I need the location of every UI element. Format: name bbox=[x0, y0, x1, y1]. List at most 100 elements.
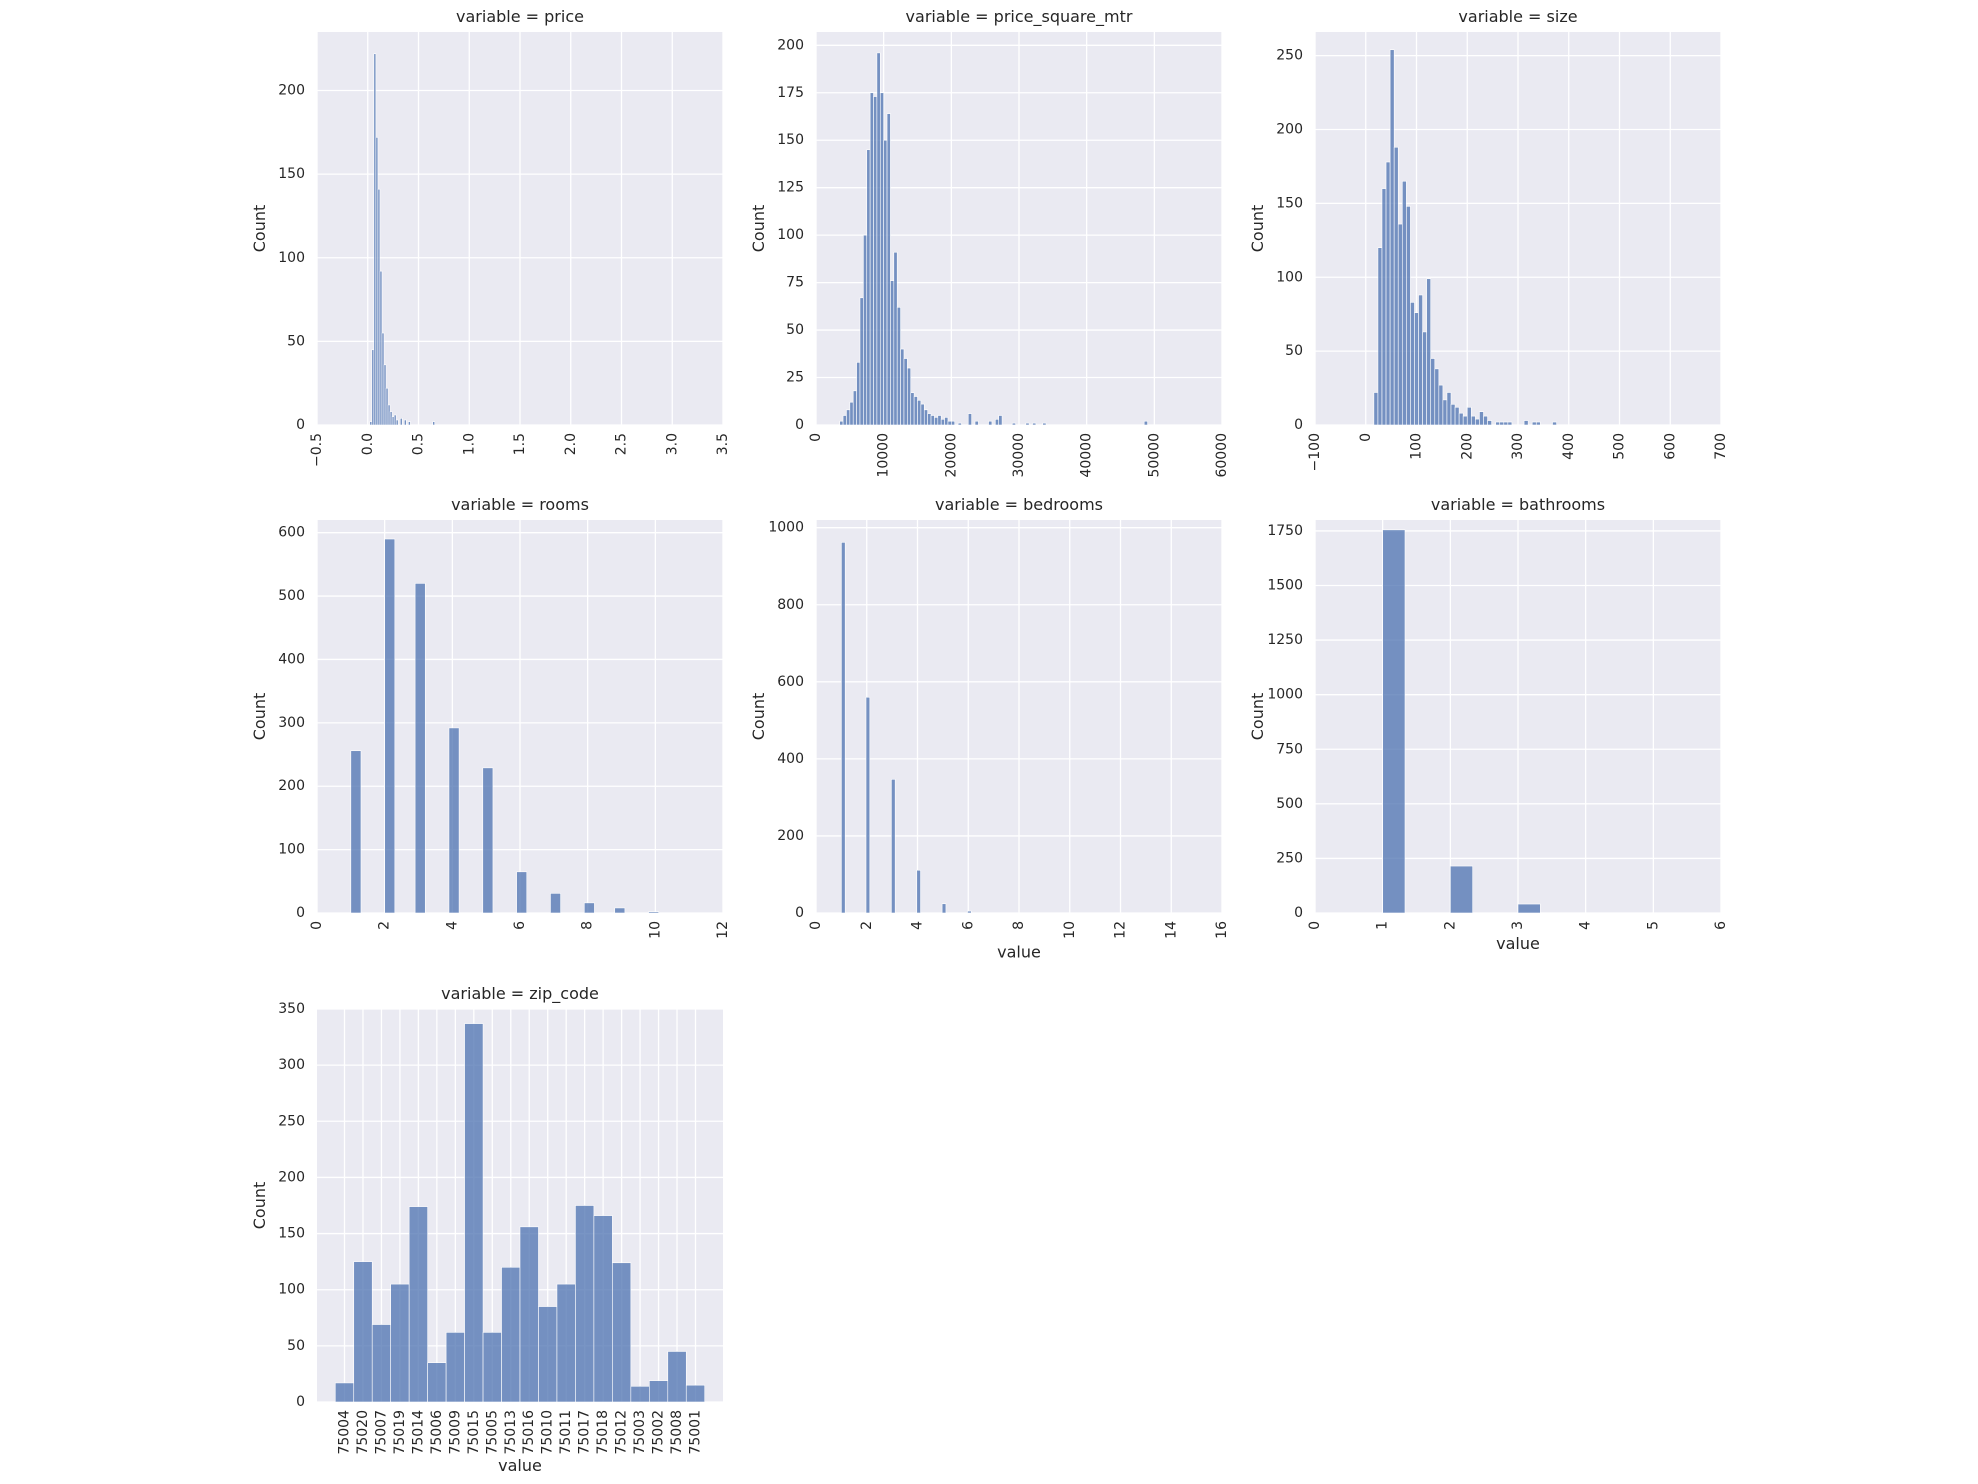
histogram-bar bbox=[408, 1206, 428, 1403]
histogram-bar bbox=[1517, 903, 1541, 914]
histogram-bar bbox=[427, 1362, 447, 1403]
y-tick-label: 800 bbox=[777, 597, 804, 613]
histogram-bar bbox=[910, 392, 915, 426]
y-tick-label: 300 bbox=[278, 1057, 305, 1073]
histogram-bar bbox=[967, 910, 972, 914]
histogram-bar bbox=[391, 416, 395, 426]
histogram-bar bbox=[1499, 421, 1505, 426]
histogram-bar bbox=[1475, 418, 1480, 426]
histogram-bar bbox=[1438, 384, 1444, 426]
x-tick-label: 400 bbox=[1561, 433, 1577, 460]
histogram-bar bbox=[903, 358, 908, 426]
y-tick-label: 150 bbox=[278, 1226, 305, 1242]
y-tick-label: 50 bbox=[287, 333, 305, 349]
y-tick-label: 0 bbox=[296, 417, 305, 433]
histogram-bar bbox=[883, 139, 888, 426]
y-tick-label: 200 bbox=[777, 37, 804, 53]
histogram-bar bbox=[876, 52, 881, 426]
y-tick-label: 100 bbox=[777, 227, 804, 243]
y-tick-label: 600 bbox=[777, 674, 804, 690]
y-tick-label: 1000 bbox=[768, 520, 804, 536]
x-tick-label: 20000 bbox=[943, 433, 959, 478]
histogram-bar bbox=[614, 907, 626, 914]
y-tick-label: 200 bbox=[1276, 122, 1303, 138]
x-tick-label: 40000 bbox=[1079, 433, 1095, 478]
y-axis-label: Count bbox=[749, 693, 768, 741]
x-tick-label: 4 bbox=[1578, 921, 1594, 930]
y-tick-label: 0 bbox=[296, 1394, 305, 1410]
y-tick-label: 200 bbox=[777, 828, 804, 844]
histogram-bar bbox=[1479, 411, 1484, 426]
x-tick-label: 700 bbox=[1713, 433, 1729, 460]
y-tick-label: 125 bbox=[777, 180, 804, 196]
histogram-bar bbox=[649, 1380, 669, 1403]
histogram-bar bbox=[995, 419, 999, 426]
chart-panel: 0 10000 20000 30000 40000 50000 60000 0 25 50 75 10… bbox=[749, 7, 1230, 478]
y-tick-label: 250 bbox=[1276, 850, 1303, 866]
x-axis-label: value bbox=[498, 1456, 542, 1475]
x-tick-label: 50000 bbox=[1146, 433, 1162, 478]
histogram-bar bbox=[1406, 206, 1411, 426]
x-tick-label: 2 bbox=[1442, 921, 1458, 930]
x-tick-label: 3.5 bbox=[715, 433, 731, 455]
x-tick-label: 300 bbox=[1510, 433, 1526, 460]
histogram-bar bbox=[859, 297, 864, 426]
histogram-bar bbox=[445, 1332, 465, 1403]
x-tick-label: 75017 bbox=[577, 1410, 593, 1455]
x-tick-label: 16 bbox=[1214, 921, 1230, 939]
y-axis-label: Count bbox=[1248, 693, 1267, 741]
histogram-bar bbox=[941, 903, 947, 914]
x-tick-label: 2 bbox=[859, 921, 875, 930]
histogram-bar bbox=[1430, 358, 1436, 426]
panel-title: variable = zip_code bbox=[441, 984, 599, 1004]
histogram-bar bbox=[1414, 312, 1419, 426]
x-tick-label: 75010 bbox=[540, 1410, 556, 1455]
histogram-bar bbox=[381, 332, 385, 426]
panel-title: variable = price bbox=[456, 7, 584, 26]
x-tick-label: 4 bbox=[910, 921, 926, 930]
histogram-bar bbox=[556, 1283, 576, 1403]
y-tick-label: 200 bbox=[278, 1169, 305, 1185]
y-tick-label: 250 bbox=[278, 1113, 305, 1129]
x-tick-label: 0.5 bbox=[411, 433, 427, 455]
histogram-bar bbox=[937, 415, 942, 426]
chart-panel: 0 2 4 6 8 10 12 14 16 0 200 400 600 800 1000 variable =… bbox=[749, 495, 1230, 961]
histogram-bar bbox=[1450, 404, 1456, 426]
histogram-bar bbox=[1483, 415, 1488, 426]
histogram-bar bbox=[1011, 422, 1016, 426]
histogram-bar bbox=[920, 403, 925, 426]
histogram-bar bbox=[846, 409, 851, 426]
y-tick-label: 1750 bbox=[1267, 523, 1303, 539]
panel-title: variable = size bbox=[1458, 7, 1577, 26]
histogram-bar bbox=[1410, 302, 1415, 426]
histogram-bar bbox=[482, 1332, 502, 1403]
histogram-bar bbox=[1401, 180, 1407, 426]
histogram-bar bbox=[900, 348, 905, 426]
x-tick-label: 6 bbox=[512, 921, 528, 930]
histogram-bar bbox=[350, 750, 362, 914]
histogram-bar bbox=[408, 421, 411, 426]
histogram-bar bbox=[377, 188, 381, 426]
histogram-bar bbox=[998, 415, 1003, 426]
y-axis-label: Count bbox=[749, 205, 768, 253]
y-tick-label: 150 bbox=[278, 166, 305, 182]
x-tick-label: 500 bbox=[1612, 433, 1628, 460]
histogram-bar bbox=[395, 419, 399, 426]
y-tick-label: 100 bbox=[1276, 269, 1303, 285]
panel-title: variable = bedrooms bbox=[935, 495, 1103, 514]
y-tick-label: 400 bbox=[777, 751, 804, 767]
histogram-bar bbox=[1503, 421, 1509, 426]
histogram-bar bbox=[1032, 422, 1037, 426]
x-tick-label: 2 bbox=[377, 921, 393, 930]
y-tick-label: 200 bbox=[278, 83, 305, 99]
histogram-bar bbox=[1462, 415, 1468, 426]
histogram-bar bbox=[944, 417, 949, 426]
histogram-bar bbox=[934, 417, 939, 426]
x-tick-label: 0 bbox=[808, 433, 824, 442]
histogram-bar bbox=[917, 400, 922, 426]
x-tick-label: 8 bbox=[580, 921, 596, 930]
x-tick-label: 8 bbox=[1011, 921, 1027, 930]
histogram-bar bbox=[1389, 49, 1395, 426]
histogram-bar bbox=[841, 542, 846, 914]
